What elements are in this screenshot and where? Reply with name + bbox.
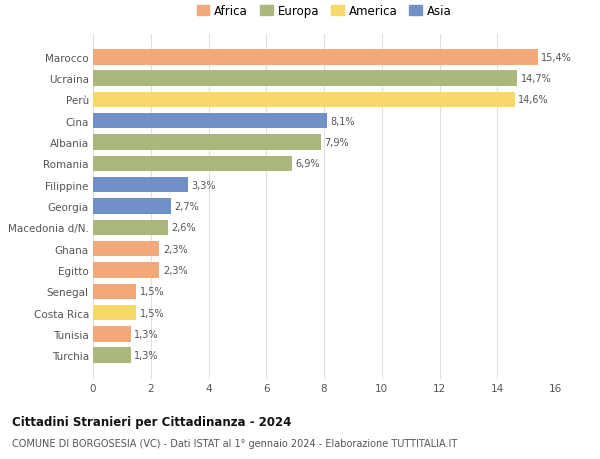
Text: 3,3%: 3,3% — [192, 180, 216, 190]
Bar — [93, 178, 188, 193]
Bar — [93, 263, 160, 278]
Text: 2,6%: 2,6% — [172, 223, 196, 233]
Text: 8,1%: 8,1% — [331, 117, 355, 127]
Bar — [93, 50, 538, 65]
Text: 1,3%: 1,3% — [134, 329, 158, 339]
Text: 1,3%: 1,3% — [134, 350, 158, 360]
Bar — [93, 71, 517, 87]
Text: 14,7%: 14,7% — [521, 74, 551, 84]
Text: COMUNE DI BORGOSESIA (VC) - Dati ISTAT al 1° gennaio 2024 - Elaborazione TUTTITA: COMUNE DI BORGOSESIA (VC) - Dati ISTAT a… — [12, 438, 457, 448]
Text: 7,9%: 7,9% — [325, 138, 349, 148]
Bar — [93, 135, 321, 151]
Text: 2,3%: 2,3% — [163, 265, 188, 275]
Text: 15,4%: 15,4% — [541, 53, 572, 63]
Text: 1,5%: 1,5% — [140, 286, 164, 297]
Text: Cittadini Stranieri per Cittadinanza - 2024: Cittadini Stranieri per Cittadinanza - 2… — [12, 415, 292, 428]
Bar — [93, 284, 136, 299]
Bar — [93, 220, 168, 235]
Text: 6,9%: 6,9% — [296, 159, 320, 169]
Bar — [93, 326, 131, 342]
Bar — [93, 348, 131, 363]
Text: 2,3%: 2,3% — [163, 244, 188, 254]
Legend: Africa, Europa, America, Asia: Africa, Europa, America, Asia — [192, 1, 456, 23]
Bar — [93, 93, 515, 108]
Bar — [93, 114, 327, 129]
Bar — [93, 241, 160, 257]
Bar — [93, 199, 171, 214]
Bar — [93, 305, 136, 320]
Text: 1,5%: 1,5% — [140, 308, 164, 318]
Text: 14,6%: 14,6% — [518, 95, 548, 105]
Text: 2,7%: 2,7% — [175, 202, 199, 212]
Bar — [93, 157, 292, 172]
